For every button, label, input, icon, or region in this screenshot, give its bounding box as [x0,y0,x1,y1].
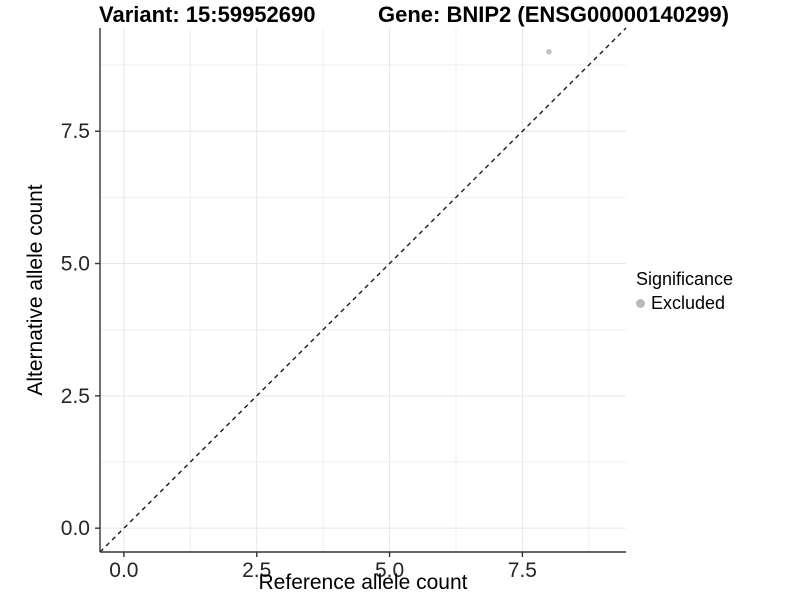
identity-dashed-line [99,27,627,553]
legend-point-icon [636,298,645,308]
x-tick-label: 5.0 [375,559,404,582]
legend-title: Significance [636,269,734,289]
legend-item-excluded: Excluded [636,293,733,313]
plot-title-gene: Gene: BNIP2 (ENSG00000140299) [378,2,729,27]
x-tick-label: 2.5 [242,559,271,582]
y-axis-title: Alternative allele count [24,184,47,396]
legend: Significance Excluded [636,268,733,313]
data-point [546,49,552,55]
y-tick-label: 7.5 [61,120,90,143]
plot-title-variant: Variant: 15:59952690 [99,2,316,27]
y-tick-label: 2.5 [61,385,90,408]
x-tick-label: 7.5 [508,559,537,582]
x-tick-label: 0.0 [109,559,138,582]
legend-item-label: Excluded [651,293,726,313]
x-axis-title: Reference allele count [258,571,468,594]
y-tick-label: 5.0 [61,253,90,276]
y-tick-label: 0.0 [61,517,90,540]
